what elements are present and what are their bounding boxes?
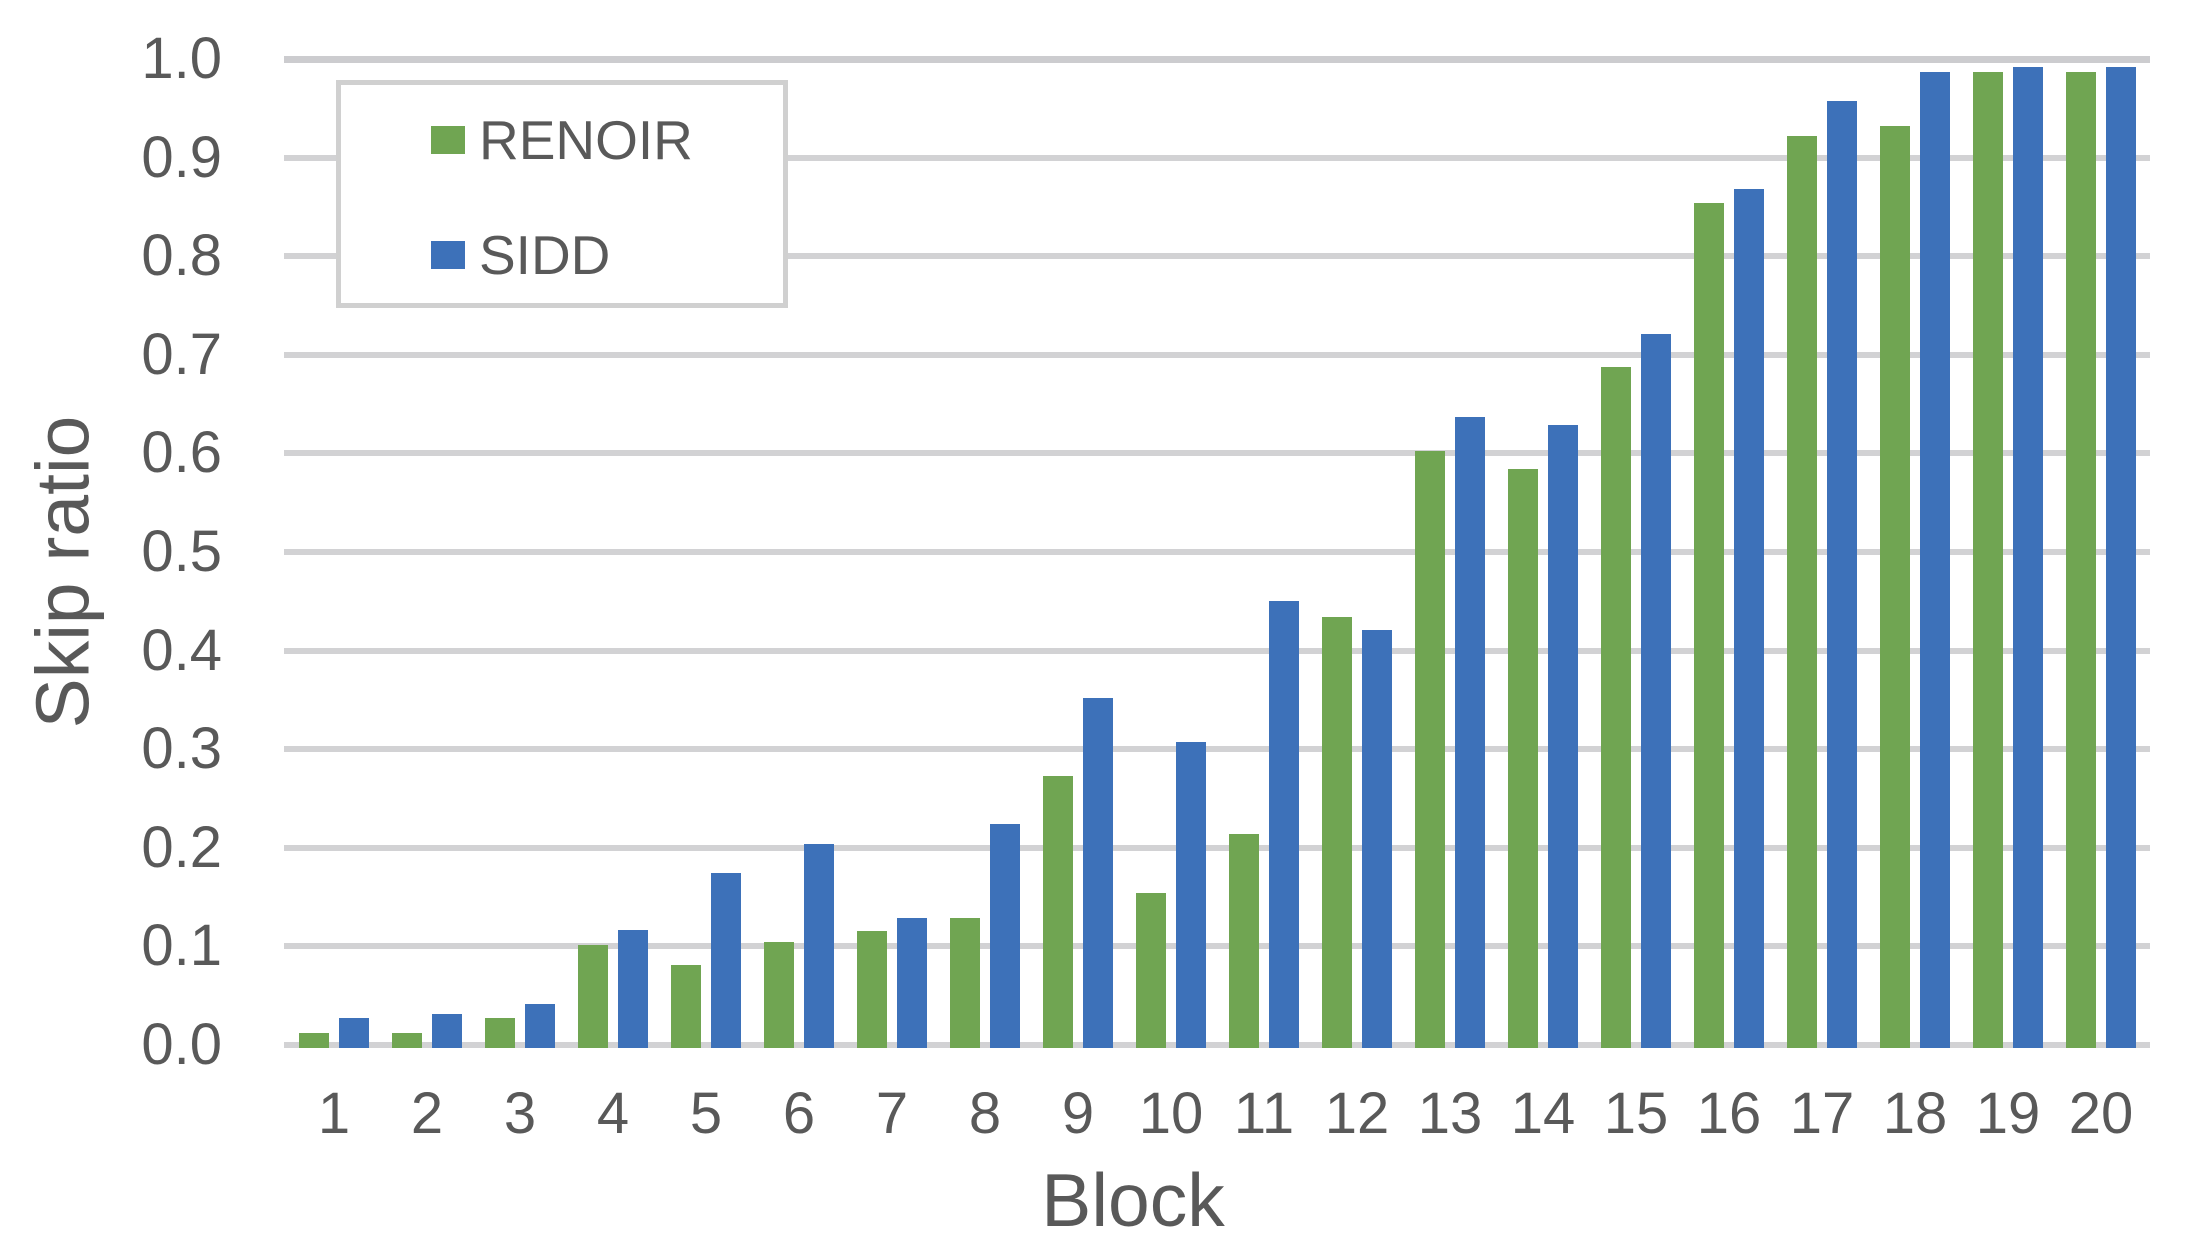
bar-sidd-block-14 — [1548, 425, 1578, 1048]
x-axis-tick-20: 20 — [2068, 1081, 2134, 1146]
gridline-y-1.0 — [284, 56, 2150, 63]
bar-renoir-block-10 — [1136, 893, 1166, 1048]
x-axis-tick-10: 10 — [1138, 1081, 1204, 1146]
y-axis-tick-1.0: 1.0 — [141, 26, 222, 91]
bar-sidd-block-8 — [990, 824, 1020, 1048]
y-axis-tick-0.2: 0.2 — [141, 815, 222, 880]
bar-sidd-block-4 — [618, 930, 648, 1048]
x-axis-tick-17: 17 — [1789, 1081, 1855, 1146]
bar-renoir-block-16 — [1694, 203, 1724, 1048]
bar-sidd-block-20 — [2106, 67, 2136, 1048]
x-axis-tick-13: 13 — [1417, 1081, 1483, 1146]
y-axis-tick-0.4: 0.4 — [141, 618, 222, 683]
bar-renoir-block-20 — [2066, 72, 2096, 1048]
bar-sidd-block-7 — [897, 918, 927, 1048]
y-axis-tick-0.9: 0.9 — [141, 125, 222, 190]
x-axis-tick-5: 5 — [689, 1081, 723, 1146]
sidd-swatch-icon — [431, 241, 465, 269]
bar-sidd-block-15 — [1641, 334, 1671, 1048]
bar-renoir-block-13 — [1415, 451, 1445, 1048]
gridline-y-0.4 — [284, 648, 2150, 654]
y-axis-tick-0.5: 0.5 — [141, 519, 222, 584]
y-axis-tick-0.3: 0.3 — [141, 716, 222, 781]
y-axis-tick-0.6: 0.6 — [141, 420, 222, 485]
y-axis-title: Skip ratio — [20, 415, 105, 729]
bar-sidd-block-13 — [1455, 417, 1485, 1048]
x-axis-tick-4: 4 — [596, 1081, 630, 1146]
x-axis-tick-16: 16 — [1696, 1081, 1762, 1146]
x-axis-tick-9: 9 — [1061, 1081, 1095, 1146]
bar-renoir-block-18 — [1880, 126, 1910, 1048]
gridline-y-0.1 — [284, 943, 2150, 949]
gridline-y-0.8 — [284, 253, 2150, 259]
bar-sidd-block-16 — [1734, 189, 1764, 1048]
bar-sidd-block-1 — [339, 1018, 369, 1048]
legend-item-sidd: SIDD — [431, 227, 610, 283]
bar-sidd-block-11 — [1269, 601, 1299, 1048]
x-axis-tick-8: 8 — [968, 1081, 1002, 1146]
x-axis-tick-14: 14 — [1510, 1081, 1576, 1146]
bar-sidd-block-19 — [2013, 67, 2043, 1048]
bar-renoir-block-5 — [671, 965, 701, 1048]
bar-renoir-block-8 — [950, 918, 980, 1048]
x-axis-title: Block — [1041, 1158, 1225, 1242]
x-axis-tick-7: 7 — [875, 1081, 909, 1146]
bar-renoir-block-17 — [1787, 136, 1817, 1048]
bar-renoir-block-19 — [1973, 72, 2003, 1048]
bar-renoir-block-2 — [392, 1033, 422, 1048]
legend-label-sidd: SIDD — [479, 223, 611, 286]
x-axis-tick-11: 11 — [1233, 1081, 1295, 1146]
gridline-y-0.9 — [284, 155, 2150, 161]
bar-sidd-block-12 — [1362, 630, 1392, 1048]
bar-renoir-block-14 — [1508, 469, 1538, 1048]
x-axis-tick-18: 18 — [1882, 1081, 1948, 1146]
x-axis-tick-3: 3 — [503, 1081, 537, 1146]
legend-label-renoir: RENOIR — [479, 108, 693, 171]
bar-renoir-block-3 — [485, 1018, 515, 1048]
x-axis-tick-1: 1 — [317, 1081, 351, 1146]
bar-sidd-block-5 — [711, 873, 741, 1048]
bar-renoir-block-7 — [857, 931, 887, 1048]
x-axis-tick-15: 15 — [1603, 1081, 1669, 1146]
legend-item-renoir: RENOIR — [431, 112, 693, 168]
bar-renoir-block-15 — [1601, 367, 1631, 1048]
bar-sidd-block-18 — [1920, 72, 1950, 1048]
gridline-y-0.6 — [284, 450, 2150, 456]
bar-renoir-block-12 — [1322, 617, 1352, 1048]
bar-sidd-block-2 — [432, 1014, 462, 1048]
bar-renoir-block-6 — [764, 942, 794, 1048]
bar-sidd-block-9 — [1083, 698, 1113, 1048]
bar-sidd-block-3 — [525, 1004, 555, 1048]
renoir-swatch-icon — [431, 126, 465, 154]
y-axis-tick-0.0: 0.0 — [141, 1012, 222, 1077]
gridline-y-0.5 — [284, 549, 2150, 555]
x-axis-tick-19: 19 — [1975, 1081, 2041, 1146]
bar-renoir-block-9 — [1043, 776, 1073, 1048]
gridline-y-0.2 — [284, 845, 2150, 851]
bar-renoir-block-4 — [578, 945, 608, 1048]
y-axis-tick-0.8: 0.8 — [141, 223, 222, 288]
gridline-y-0.7 — [284, 352, 2150, 358]
y-axis-tick-0.1: 0.1 — [141, 913, 222, 978]
bar-sidd-block-17 — [1827, 101, 1857, 1048]
y-axis-tick-0.7: 0.7 — [141, 322, 222, 387]
x-axis-tick-12: 12 — [1324, 1081, 1390, 1146]
bar-renoir-block-1 — [299, 1033, 329, 1048]
gridline-y-0.3 — [284, 746, 2150, 752]
gridline-y-0.0 — [284, 1042, 2150, 1048]
bar-renoir-block-11 — [1229, 834, 1259, 1048]
legend: RENOIR SIDD — [336, 80, 788, 308]
bar-sidd-block-10 — [1176, 742, 1206, 1048]
x-axis-tick-6: 6 — [782, 1081, 816, 1146]
x-axis-tick-2: 2 — [410, 1081, 444, 1146]
bar-sidd-block-6 — [804, 844, 834, 1048]
